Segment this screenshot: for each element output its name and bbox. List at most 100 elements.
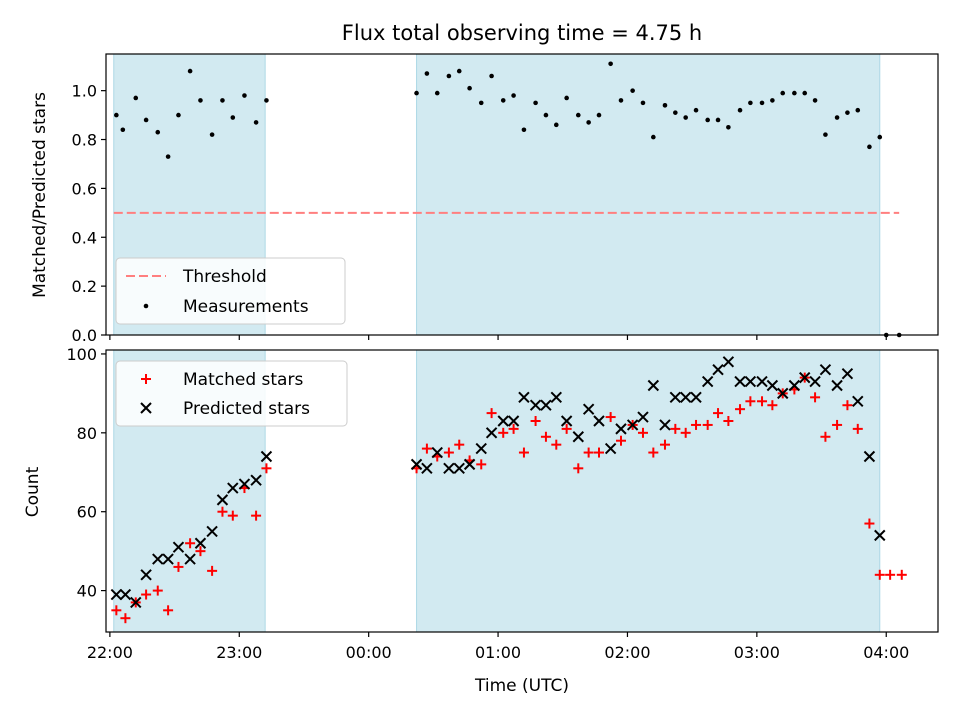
matched-star-point — [141, 589, 152, 600]
matched-star-point — [757, 396, 768, 407]
measurement-point — [264, 98, 269, 103]
measurement-point — [770, 98, 775, 103]
top-y-tick-label: 0.0 — [72, 326, 97, 345]
measurement-point — [165, 154, 171, 159]
top-y-tick-label: 0.2 — [72, 277, 97, 296]
cross-b — [194, 537, 207, 549]
legend-matched-label: Matched stars — [183, 370, 303, 390]
predicted-star-point — [626, 419, 639, 431]
predicted-star-point — [819, 364, 832, 376]
cross-b — [529, 399, 542, 411]
predicted-star-point — [194, 537, 207, 549]
cross-b — [756, 375, 768, 388]
predicted-star-point — [529, 399, 542, 411]
matched-star-point — [152, 585, 163, 596]
measurement-point — [446, 73, 452, 79]
predicted-star-point — [463, 458, 476, 471]
cross-b — [593, 415, 605, 427]
chart-title: Flux total observing time = 4.75 h — [342, 21, 702, 45]
predicted-star-point — [410, 458, 423, 471]
matched-star-point — [227, 510, 238, 521]
matched-star-point — [896, 569, 907, 580]
cross-b — [497, 415, 509, 427]
matched-star-point — [421, 443, 432, 454]
cross-b — [863, 450, 876, 463]
predicted-star-point — [712, 364, 724, 376]
cross-b — [809, 375, 821, 388]
bottom-legend — [115, 360, 348, 427]
legend-measurements-label: Measurements — [183, 297, 309, 317]
matched-star-point — [443, 447, 454, 458]
matched-star-point — [120, 613, 131, 624]
measurement-point — [618, 98, 624, 103]
cross-b — [184, 553, 196, 565]
matched-star-point — [842, 400, 853, 411]
predicted-star-point — [874, 529, 886, 542]
predicted-star-point — [110, 588, 123, 601]
measurement-point — [575, 112, 581, 118]
measurement-point — [845, 110, 850, 115]
measurement-point — [812, 98, 818, 103]
measurement-point — [242, 93, 247, 98]
predicted-star-point — [162, 553, 174, 565]
matched-star-point — [551, 439, 562, 450]
bottom-y-axis-label: Count — [23, 466, 43, 517]
cross-b — [130, 596, 142, 609]
measurement-point — [673, 110, 678, 115]
measurement-point — [543, 112, 549, 118]
measurement-point — [726, 125, 731, 130]
measurement-point — [693, 107, 699, 113]
top-legend — [115, 257, 346, 325]
matched-star-point — [195, 546, 206, 557]
matched-star-point — [207, 565, 218, 576]
legend-predicted-swatch — [140, 402, 152, 414]
cross-b — [582, 403, 595, 415]
measurement-point — [877, 134, 883, 140]
measurement-point — [662, 103, 668, 108]
bottom-y-tick-label: 80 — [77, 424, 97, 443]
cross-b — [238, 478, 251, 490]
matched-star-point — [713, 408, 724, 419]
cross-b — [550, 391, 562, 404]
cross-b — [572, 431, 584, 443]
matched-star-point — [573, 463, 584, 474]
measurement-point — [792, 90, 797, 96]
measurement-point — [737, 107, 743, 113]
measurement-point — [802, 90, 808, 96]
matched-star-point — [530, 415, 541, 426]
predicted-star-point — [497, 415, 509, 427]
measurement-point — [553, 122, 559, 128]
matched-star-point — [648, 447, 659, 458]
predicted-star-point — [152, 553, 164, 565]
legend-measurements-swatch — [143, 303, 149, 309]
measurement-point — [705, 117, 710, 123]
predicted-star-point — [766, 379, 779, 392]
matched-star-point — [217, 506, 228, 517]
measurement-point — [143, 117, 149, 123]
legend-threshold-label: Threshold — [182, 267, 267, 287]
x-axis-label: Time (UTC) — [474, 676, 569, 696]
predicted-star-point — [744, 375, 757, 388]
cross-b — [250, 474, 262, 486]
cross-b — [485, 427, 498, 439]
predicted-star-point — [777, 387, 789, 400]
cross-b — [140, 402, 152, 414]
measurement-point — [608, 61, 613, 67]
bottom-axes-frame — [105, 349, 939, 633]
x-tick-label: 23:00 — [216, 643, 262, 662]
measurement-point — [434, 90, 440, 96]
predicted-star-point — [238, 478, 251, 490]
matched-star-point — [454, 439, 465, 450]
matched-star-point — [885, 569, 896, 580]
measurement-point — [596, 112, 602, 118]
matched-star-point — [251, 510, 262, 521]
x-tick-label: 01:00 — [475, 643, 521, 662]
matched-star-point — [615, 435, 626, 446]
cross-b — [799, 371, 811, 384]
predicted-star-point — [560, 415, 573, 427]
measurement-point — [564, 95, 569, 101]
top-y-tick-label: 0.4 — [72, 228, 97, 247]
predicted-star-point — [172, 541, 185, 553]
predicted-star-point — [788, 379, 801, 392]
matched-star-point — [561, 423, 572, 434]
